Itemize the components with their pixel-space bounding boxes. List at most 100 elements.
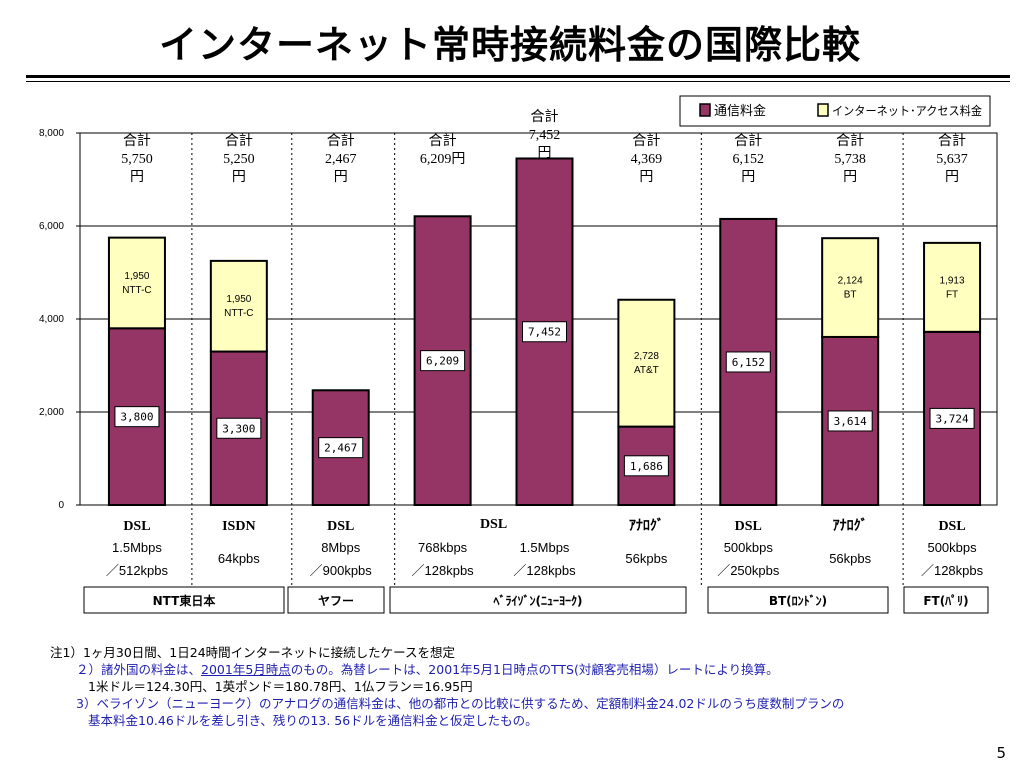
provider-label: ﾍﾞﾗｲｿﾞﾝ(ﾆｭｰﾖｰｸ)	[493, 593, 583, 608]
data-label-box	[522, 321, 567, 343]
provider-label: FT(ﾊﾟﾘ)	[923, 593, 968, 608]
title-rule	[26, 75, 1010, 78]
total-label: 円	[741, 170, 755, 185]
category-speed-label: 768kbps	[418, 540, 468, 555]
total-label: 円	[130, 170, 144, 185]
data-label-communication-fee: 3,300	[222, 422, 255, 435]
y-tick-label: 6,000	[39, 221, 64, 232]
category-speed-label: ／512kpbs	[106, 563, 169, 578]
category-speed-label: 56kpbs	[625, 551, 667, 566]
data-label-access-fee: 2,124	[838, 276, 863, 287]
data-label-box	[420, 350, 466, 372]
category-speed-label: 500kbps	[927, 540, 977, 555]
note-3-cont: 基本料金10.46ドルを差し引き、残りの13. 56ドルを通信料金と仮定したもの…	[88, 713, 538, 728]
title-rule-thin	[26, 81, 1010, 82]
data-label-communication-fee: 1,686	[630, 460, 663, 473]
page-title: インターネット常時接続料金の国際比較	[158, 23, 861, 67]
total-label: 合計	[225, 133, 253, 149]
note-2-date-link[interactable]: 2001年5月時点	[201, 662, 291, 677]
data-label-communication-fee: 3,614	[834, 415, 867, 428]
total-label: 2,467	[325, 152, 357, 167]
total-label: 円	[945, 170, 959, 185]
data-label-access-provider: NTT-C	[224, 308, 253, 319]
y-tick-label: 2,000	[39, 407, 64, 418]
category-speed-label: 1.5Mbps	[112, 540, 162, 555]
data-label-access-provider: NTT-C	[122, 285, 151, 296]
data-label-communication-fee: 3,800	[120, 411, 153, 424]
category-tech-label: ｱﾅﾛｸﾞ	[629, 517, 664, 534]
total-label: 4,369	[631, 152, 663, 167]
note-2-rates: 1米ドル＝124.30円、1英ポンド＝180.78円、1仏フラン＝16.95円	[88, 679, 473, 694]
total-label: 合計	[734, 133, 762, 149]
category-speed-label: ／900kpbs	[310, 563, 373, 578]
category-speed-label: 56kpbs	[829, 551, 871, 566]
total-label: 合計	[632, 133, 660, 149]
provider-label: BT(ﾛﾝﾄﾞﾝ)	[769, 593, 827, 608]
category-speed-label: 500kbps	[724, 540, 774, 555]
category-tech-label: DSL	[123, 519, 150, 534]
data-label-box	[114, 406, 160, 428]
provider-box	[83, 586, 285, 614]
provider-label: NTT東日本	[153, 593, 216, 608]
category-tech-label: DSL	[938, 519, 965, 534]
note-3: 3）ベライゾン（ニューヨーク）のアナログの通信料金は、他の都市との比較に供するた…	[76, 696, 845, 711]
bar-access-fee	[821, 237, 880, 338]
total-label: 5,750	[121, 152, 153, 167]
data-label-box	[623, 455, 669, 477]
total-label: 7,452	[529, 128, 561, 143]
provider-box	[903, 586, 989, 614]
category-tech-label: DSL	[735, 519, 762, 534]
bar-access-fee	[209, 259, 268, 353]
data-label-box	[216, 417, 262, 439]
provider-label: ヤフー	[318, 594, 354, 608]
data-label-box	[318, 437, 364, 459]
category-speed-label: 1.5Mbps	[520, 540, 570, 555]
category-tech-label: ｱﾅﾛｸﾞ	[833, 517, 868, 534]
category-speed-label: ／128kpbs	[412, 563, 475, 578]
total-label: 合計	[123, 133, 151, 149]
data-label-communication-fee: 6,152	[732, 356, 765, 369]
category-tech-label: DSL	[480, 517, 507, 532]
note-1: 注1）1ヶ月30日間、1日24時間インターネットに接続したケースを想定	[50, 645, 456, 660]
y-tick-label: 8,000	[39, 128, 64, 139]
data-label-access-fee: 1,950	[226, 294, 251, 305]
data-label-access-provider: BT	[844, 290, 857, 301]
data-label-communication-fee: 2,467	[324, 442, 357, 455]
category-speed-label: ／250kpbs	[717, 563, 780, 578]
data-label-box	[929, 407, 975, 429]
data-label-communication-fee: 6,209	[426, 355, 459, 368]
stacked-bar-chart: 0 2,000 4,000 6,000 8,000 3,800 1,950 NTT-C 合計 5,…	[39, 95, 998, 614]
legend-label-communication: 通信料金	[714, 103, 766, 119]
legend-swatch-communication	[699, 103, 711, 117]
total-label: 5,637	[936, 152, 968, 167]
total-label: 円	[232, 170, 246, 185]
data-label-box	[827, 410, 873, 432]
legend-label-access: インターネット･アクセス料金	[832, 103, 982, 118]
category-speed-label: ／128kpbs	[921, 563, 984, 578]
total-label: 合計	[327, 133, 355, 149]
legend-swatch-access	[817, 103, 829, 117]
data-label-communication-fee: 7,452	[528, 326, 561, 339]
data-label-box	[725, 351, 771, 373]
provider-box	[287, 586, 385, 614]
total-label: 合計	[531, 109, 559, 125]
total-label: 6,209円	[420, 152, 466, 167]
bar-access-fee	[617, 298, 676, 428]
data-label-access-provider: FT	[946, 289, 958, 300]
note-2-suffix: のもの。為替レートは、2001年5月1日時点のTTS(対顧客売相場）レートにより…	[290, 662, 779, 677]
total-label: 円	[538, 146, 552, 161]
data-label-access-fee: 2,728	[634, 351, 659, 362]
data-label-communication-fee: 3,724	[935, 412, 968, 425]
bar-access-fee	[107, 236, 166, 330]
data-label-access-provider: AT&T	[634, 365, 659, 376]
total-label: 円	[639, 170, 653, 185]
category-speed-label: 64kpbs	[218, 551, 260, 566]
category-speed-label: ／128kpbs	[513, 563, 576, 578]
note-2-prefix: ２）諸外国の料金は、	[76, 662, 202, 677]
total-label: 6,152	[733, 152, 765, 167]
legend-box	[679, 95, 991, 127]
note-2: ２）諸外国の料金は、2001年5月時点のもの。為替レートは、2001年5月1日時…	[76, 662, 779, 678]
data-label-access-fee: 1,913	[940, 275, 965, 286]
data-label-access-fee: 1,950	[124, 271, 149, 282]
page-number: 5	[996, 744, 1006, 762]
